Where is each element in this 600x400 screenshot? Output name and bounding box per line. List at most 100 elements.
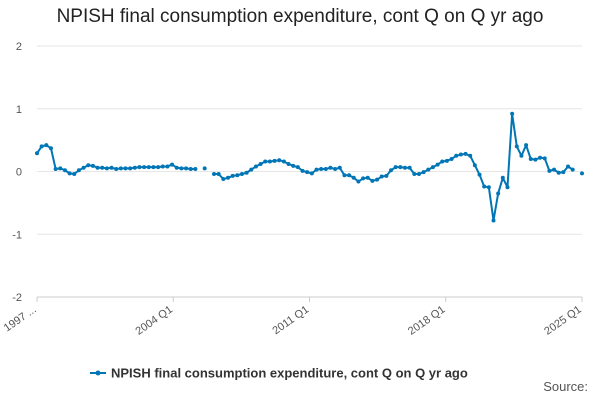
data-point (333, 166, 338, 171)
data-point (444, 158, 449, 163)
data-point (128, 166, 133, 171)
data-point (146, 165, 151, 170)
x-tick-label: 2004 Q1 (134, 304, 175, 338)
data-point (440, 159, 445, 164)
y-tick-label: 0 (16, 167, 22, 179)
data-point (235, 173, 240, 178)
data-point (356, 179, 361, 184)
data-point (123, 166, 128, 171)
data-point (505, 185, 510, 190)
data-point (216, 172, 221, 177)
legend-label: NPISH final consumption expenditure, con… (111, 366, 468, 381)
data-point (547, 168, 552, 173)
data-point (449, 156, 454, 161)
data-point (221, 177, 226, 182)
data-point (179, 166, 184, 171)
data-point (258, 161, 263, 166)
data-point (263, 159, 268, 164)
data-point (463, 151, 468, 156)
data-point (477, 172, 482, 177)
data-point (384, 173, 389, 178)
y-tick-label: 2 (16, 41, 22, 53)
data-point (35, 151, 39, 156)
data-point (239, 172, 244, 177)
data-point (58, 166, 63, 171)
data-point (44, 143, 49, 148)
data-point (118, 166, 123, 171)
data-point (72, 172, 77, 177)
data-point (184, 166, 189, 171)
data-point (305, 170, 310, 175)
y-tick-label: 1 (16, 104, 22, 116)
data-point (435, 162, 440, 167)
x-tick-label: 2025 Q1 (542, 304, 583, 338)
data-point (542, 156, 547, 161)
data-point (86, 163, 91, 168)
data-point (151, 165, 156, 170)
y-tick-label: -1 (12, 229, 22, 241)
data-point (552, 167, 557, 172)
data-point (454, 153, 459, 158)
data-point (90, 163, 95, 168)
data-point (361, 176, 366, 181)
chart-title: NPISH final consumption expenditure, con… (56, 6, 544, 27)
data-point (295, 165, 300, 170)
data-point (291, 163, 296, 168)
data-point (491, 218, 496, 223)
data-point (398, 165, 403, 170)
data-point (286, 161, 291, 166)
data-point (412, 172, 417, 177)
data-point (81, 165, 86, 170)
data-point (533, 157, 538, 162)
data-point (482, 184, 487, 189)
data-point (142, 165, 147, 170)
data-point (375, 177, 380, 182)
data-point (109, 165, 114, 170)
data-point (48, 146, 53, 151)
data-point (458, 152, 463, 157)
data-point (165, 164, 170, 169)
data-point (510, 111, 515, 116)
x-tick-label: 2018 Q1 (406, 304, 447, 338)
data-point (267, 159, 272, 164)
data-point (281, 159, 286, 164)
data-point (566, 164, 571, 169)
data-point (319, 166, 324, 171)
data-point (188, 166, 193, 171)
data-point (561, 170, 566, 175)
data-point (426, 167, 431, 172)
data-point (407, 165, 412, 170)
data-point (230, 173, 235, 178)
data-point (76, 168, 81, 173)
data-point (170, 162, 175, 167)
data-point (347, 173, 352, 178)
data-point (416, 172, 421, 177)
data-point (225, 175, 230, 180)
series-line (214, 112, 574, 222)
data-point (514, 144, 519, 149)
data-point (100, 165, 105, 170)
data-point (137, 165, 142, 170)
data-point (53, 166, 58, 171)
data-point (393, 165, 398, 170)
data-point (402, 165, 407, 170)
data-point (62, 168, 67, 173)
data-point (580, 171, 584, 176)
data-point (328, 165, 333, 170)
data-point (430, 165, 435, 170)
data-point (365, 175, 370, 180)
data-point (272, 158, 277, 163)
data-point (300, 168, 305, 173)
data-point (67, 171, 72, 176)
data-point (323, 166, 328, 171)
data-point (39, 144, 44, 149)
data-point (486, 185, 491, 190)
data-point (309, 171, 314, 176)
data-point (202, 166, 207, 171)
data-point (421, 170, 426, 175)
data-point (389, 168, 394, 173)
data-point (132, 165, 137, 170)
data-point (212, 172, 217, 177)
data-point (524, 143, 529, 148)
